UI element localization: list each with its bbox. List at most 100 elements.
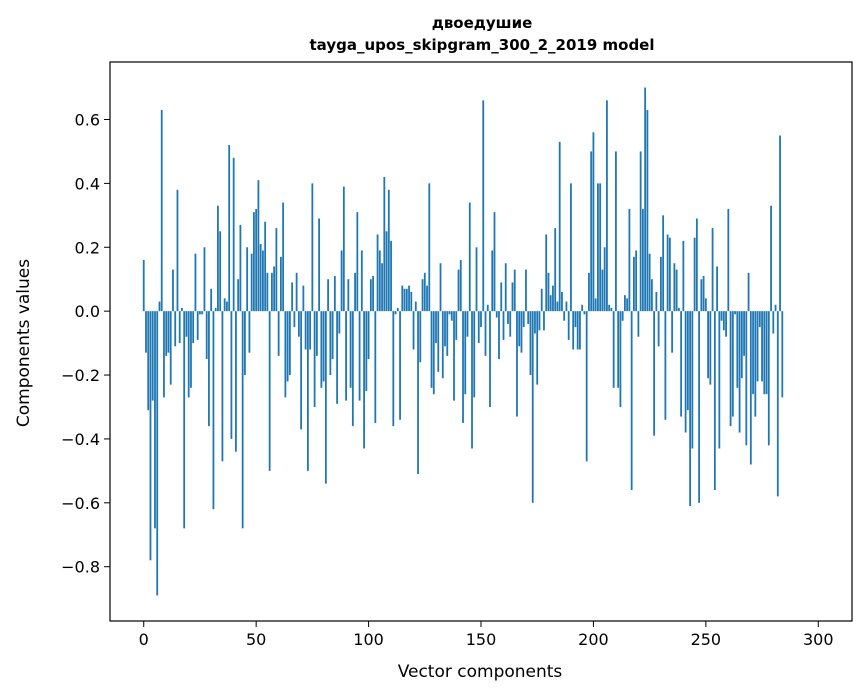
bar-11 [167,311,170,353]
bar-94 [354,272,356,312]
bar-242 [686,311,689,411]
bar-98 [363,311,365,449]
x-tick-label: 100 [353,630,384,649]
bar-112 [394,311,397,315]
bar-120 [412,311,415,350]
bar-185 [558,141,561,312]
bar-62 [282,202,285,312]
bar-2 [147,311,150,411]
bar-17 [181,307,183,312]
bar-246 [695,218,698,312]
y-tick-label: 0.4 [75,174,100,193]
bar-182 [552,285,554,312]
bar-109 [387,189,390,312]
bar-58 [273,266,276,312]
bar-244 [691,311,694,449]
bar-216 [628,208,631,312]
bar-136 [448,311,451,315]
bar-253 [711,228,714,312]
bar-100 [367,311,370,360]
bar-247 [698,311,700,503]
bar-220 [637,311,640,337]
bar-117 [405,288,408,312]
bar-277 [765,311,768,395]
bar-32 [214,307,217,312]
bar-254 [713,311,716,491]
bar-60 [277,311,280,356]
bar-282 [776,311,779,497]
bar-125 [423,272,426,312]
bar-99 [365,311,368,392]
bar-189 [567,311,570,340]
bar-207 [608,304,611,312]
bar-241 [684,311,687,433]
bar-264 [736,311,739,388]
bar-274 [758,311,761,328]
bar-214 [624,295,626,312]
bar-212 [619,311,622,407]
bar-180 [547,272,550,312]
bar-65 [288,311,291,376]
bar-27 [203,247,206,312]
bar-69 [297,311,300,337]
bar-124 [421,279,424,312]
bar-97 [360,250,363,312]
x-axis-label: Vector components [398,662,563,682]
bar-22 [192,311,195,344]
bar-72 [304,311,307,350]
bar-9 [163,311,165,398]
bar-80 [322,311,325,382]
bar-128 [430,311,433,388]
bar-256 [718,311,721,449]
bar-210 [615,151,617,312]
bar-206 [606,100,608,312]
bar-87 [338,311,341,334]
bar-113 [396,307,399,312]
bar-245 [693,237,696,312]
bar-164 [511,282,514,312]
bar-35 [221,311,224,462]
bar-262 [731,311,734,417]
bar-183 [554,228,557,312]
bar-239 [680,311,683,417]
bar-21 [190,311,192,388]
bar-series [142,87,784,596]
bar-261 [729,311,732,427]
bar-95 [356,212,359,312]
bar-153 [486,304,489,312]
bar-218 [633,256,635,312]
bar-161 [504,263,507,312]
bar-223 [644,87,647,312]
bar-169 [522,311,525,328]
bar-160 [502,311,505,340]
bar-15 [176,189,179,312]
bar-229 [657,311,660,347]
bar-243 [689,311,692,506]
bar-265 [738,311,741,433]
bar-115 [401,285,404,312]
bar-66 [291,282,294,312]
bar-10 [165,311,168,356]
bar-193 [576,311,579,350]
bar-146 [471,311,473,449]
bar-225 [648,253,651,312]
bar-47 [248,311,251,353]
bar-5 [154,311,156,529]
bar-145 [468,202,471,312]
y-tick-label: 0.0 [75,302,100,321]
bar-83 [329,311,332,376]
plot-frame [109,61,853,622]
bar-141 [459,260,462,312]
bar-73 [306,311,309,471]
bar-37 [226,301,228,312]
bar-250 [704,298,707,312]
bar-23 [194,253,197,312]
bar-272 [754,311,757,417]
bar-114 [399,311,401,420]
y-axis-ticks: −0.8 −0.6 −0.4 −0.2 0.0 0.2 0.4 0.6 [61,110,110,577]
bar-202 [597,183,599,312]
bar-123 [419,311,422,363]
bar-4 [151,311,154,401]
bar-25 [199,311,201,315]
bar-201 [594,298,597,312]
